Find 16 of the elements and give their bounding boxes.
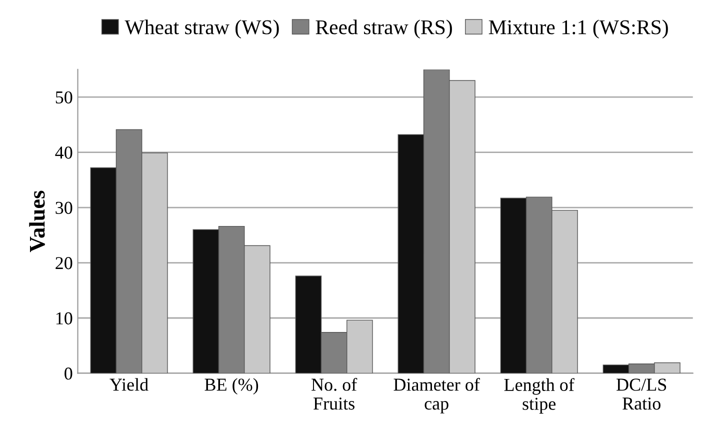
x-tick-label: DC/LS Ratio	[616, 378, 666, 410]
legend-label: Reed straw (RS)	[316, 20, 452, 39]
x-tick-label: Diameter of cap	[394, 378, 480, 414]
legend-label: Mixture 1:1 (WS:RS)	[488, 20, 668, 39]
y-tick-label: 0	[64, 367, 72, 380]
y-axis-title: Values	[29, 190, 45, 252]
y-tick-label: 20	[56, 257, 72, 270]
x-tick-label: BE (%)	[204, 378, 258, 394]
x-tick-label: No. of Fruits	[312, 378, 358, 410]
y-tick-label: 10	[56, 312, 72, 324]
y-tick-label: 50	[56, 91, 72, 104]
x-tick-label: Yield	[110, 378, 148, 391]
y-tick-label: 30	[56, 202, 72, 214]
x-tick-label: Length of stipe	[504, 378, 574, 414]
legend-label: Wheat straw (WS)	[124, 20, 279, 39]
y-tick-label: 40	[55, 146, 72, 159]
